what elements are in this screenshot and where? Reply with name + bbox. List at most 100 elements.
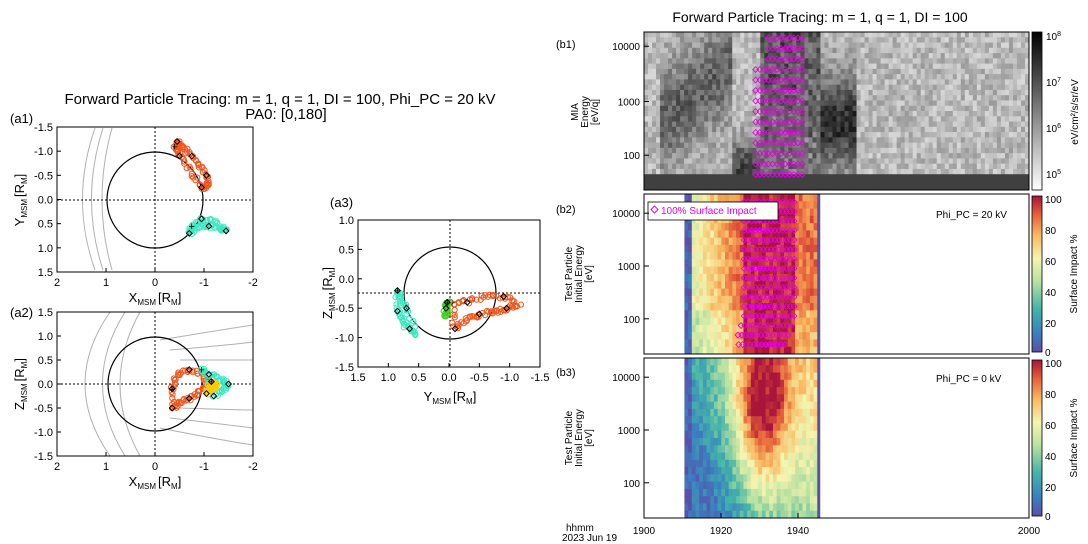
heatmap-cell [688,339,693,348]
spectrogram-cell [872,116,878,123]
spectrogram-cell [744,42,749,49]
spectrogram-cell [868,47,874,54]
spectrogram-cell [932,174,938,180]
spectrogram-cell [784,89,789,96]
spectrogram-cell [724,174,729,180]
heatmap-cell [710,379,715,388]
spectrogram-cell [696,121,701,128]
spectrogram-cell [696,111,701,117]
spectrogram-cell [804,163,809,170]
heatmap-cell [743,346,748,355]
heatmap-cell [809,295,815,304]
spectrogram-cell [704,147,709,154]
heatmap-cell [732,223,737,231]
spectrogram-cell [940,53,946,59]
spectrogram-cell [744,168,749,175]
spectrogram-cell [980,84,986,91]
surface-impact-marker [752,227,760,234]
spectrogram-cell [740,37,745,44]
spectrogram-cell [928,174,934,180]
spectrogram-cell [736,84,741,91]
spectrogram-cell [984,47,990,54]
heatmap-cell [798,244,803,253]
spectrogram-cell [768,184,773,191]
surface-impact-marker [762,341,770,348]
heatmap-cell [728,281,733,290]
surface-impact-marker [752,236,760,244]
trajectory-point [181,160,188,167]
spectrogram-cell [900,158,906,165]
heatmap-cell [784,274,789,282]
heatmap-cell [691,365,696,374]
spectrogram-cell [764,121,769,128]
heatmap-cell [758,194,763,202]
spectrogram-cell [724,153,729,159]
spectrogram-cell [992,174,998,180]
spectrogram-cell [836,37,842,44]
trajectory-point [200,369,207,377]
spectrogram-cell [996,111,1002,117]
surface-impact-marker [798,139,806,147]
start-marker [202,390,210,398]
spectrogram-cell [960,163,966,170]
spectrogram-cell [692,137,697,144]
heatmap-edge [817,194,821,354]
spectrogram-cell [1016,63,1022,70]
spectrogram-cell [884,42,890,49]
spectrogram-cell [812,37,817,44]
spectrogram-cell [648,53,653,59]
spectrogram-cell [948,53,954,59]
spectrogram-cell [772,53,777,59]
spectrogram-cell [680,158,685,165]
x-tick-label: 0 [152,461,158,473]
spectrogram-cell [708,74,713,80]
heatmap-cell [706,310,711,319]
spectrogram-cell [700,163,705,170]
spectrogram-cell [712,179,717,186]
spectrogram-cell [972,137,978,144]
heatmap-cell [691,459,696,468]
spectrogram-cell [696,174,701,180]
spectrogram-cell [756,58,761,65]
spectrogram-cell [812,42,817,49]
heatmap-cell [795,288,800,297]
spectrogram-cell [804,147,809,154]
heatmap-cell [728,324,733,333]
spectrogram-cell [944,95,950,101]
heatmap-cell [688,259,693,268]
spectrogram-cell [732,126,737,133]
spectrogram-cell [848,147,854,154]
surface-impact-marker [790,312,798,320]
spectrogram-cell [660,53,665,59]
spectrogram-cell [956,111,962,117]
trajectory-point [493,307,501,314]
spectrogram-cell [932,89,938,96]
spectrogram-cell [664,32,669,38]
heatmap-cell [780,230,785,239]
spectrogram-cell [972,126,978,133]
spectrogram-cell [1016,147,1022,154]
spectrogram-cell [980,153,986,159]
spectrogram-cell [904,158,910,165]
spectrogram-cell [652,79,657,86]
spectrogram-cell [764,42,769,49]
heatmap-cell [713,438,719,446]
surface-impact-marker [786,66,793,73]
spectrogram-cell [656,132,661,138]
spectrogram-cell [784,163,789,170]
spectrogram-cell [660,89,665,96]
spectrogram-cell [808,132,813,138]
spectrogram-cell [680,84,685,91]
spectrogram-cell [656,126,661,133]
heatmap-cell [699,387,704,395]
spectrogram-cell [904,37,910,44]
heatmap-cell [802,324,807,333]
spectrogram-cell [732,163,737,170]
start-marker [185,229,193,237]
spectrogram-cell [788,142,793,149]
surface-impact-marker [775,303,783,310]
spectrogram-cell [904,74,910,80]
heatmap-cell [809,266,815,275]
spectrogram-cell [732,132,737,138]
spectrogram-cell [868,37,874,44]
